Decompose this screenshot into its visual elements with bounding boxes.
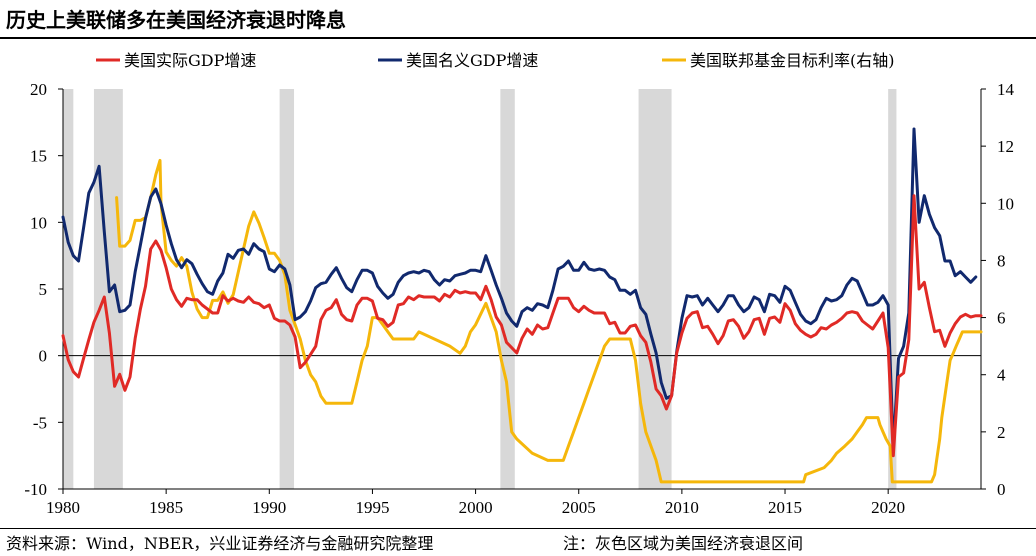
y-left-tick-label: 0 [39,347,48,366]
series-lines [61,127,983,484]
y-right-tick-label: 2 [997,423,1006,442]
legend-label-0: 美国实际GDP增速 [124,51,256,70]
y-right-tick-label: 8 [997,251,1006,270]
recession-band [63,89,74,489]
recession-bands [63,89,897,489]
series-line-2 [115,158,983,484]
y-right-tick-label: 0 [997,480,1006,499]
legend-label-2: 美国联邦基金目标利率(右轴) [690,51,895,70]
series-line-1 [61,127,978,451]
x-tick-label: 1995 [355,498,389,517]
axes: -10 -5 0 5 10 15 20 0 2 4 6 8 10 12 14 1980 1985 1990 1995… [24,80,1014,517]
y-left-tick-label: -5 [33,413,47,432]
y-left-tick-label: -10 [24,480,47,499]
y-left-tick-label: 15 [30,147,47,166]
recession-band [500,89,515,489]
x-tick-label: 1985 [149,498,183,517]
legend: 美国实际GDP增速 美国名义GDP增速 美国联邦基金目标利率(右轴) [96,51,895,70]
recession-note: 注：灰色区域为美国经济衰退区间 [563,534,804,553]
y-right-tick-label: 4 [997,366,1006,385]
y-right-tick-label: 6 [997,309,1006,328]
y-left-tick-label: 10 [30,213,47,232]
footer-rule [0,528,1036,529]
y-left-tick-label: 5 [39,280,48,299]
y-left-tick-label: 20 [30,80,47,99]
y-right-tick-label: 12 [997,137,1014,156]
chart-area: -10 -5 0 5 10 15 20 0 2 4 6 8 10 12 14 1980 1985 1990 1995… [24,51,1014,517]
y-right-tick-label: 10 [997,194,1014,213]
x-tick-label: 2005 [562,498,596,517]
recession-band [888,89,897,489]
title-rule [0,37,1036,39]
x-tick-label: 2000 [459,498,493,517]
chart-title: 历史上美联储多在美国经济衰退时降息 [6,8,346,32]
y-right-tick-label: 14 [997,80,1015,99]
x-tick-label: 2015 [768,498,802,517]
legend-label-1: 美国名义GDP增速 [406,51,538,70]
series-line-0 [61,194,983,458]
x-tick-label: 1980 [46,498,80,517]
x-tick-label: 2020 [871,498,905,517]
x-tick-label: 1990 [252,498,286,517]
source-note: 资料来源：Wind，NBER，兴业证券经济与金融研究院整理 [6,534,434,553]
x-tick-label: 2010 [665,498,699,517]
recession-band [638,89,672,489]
